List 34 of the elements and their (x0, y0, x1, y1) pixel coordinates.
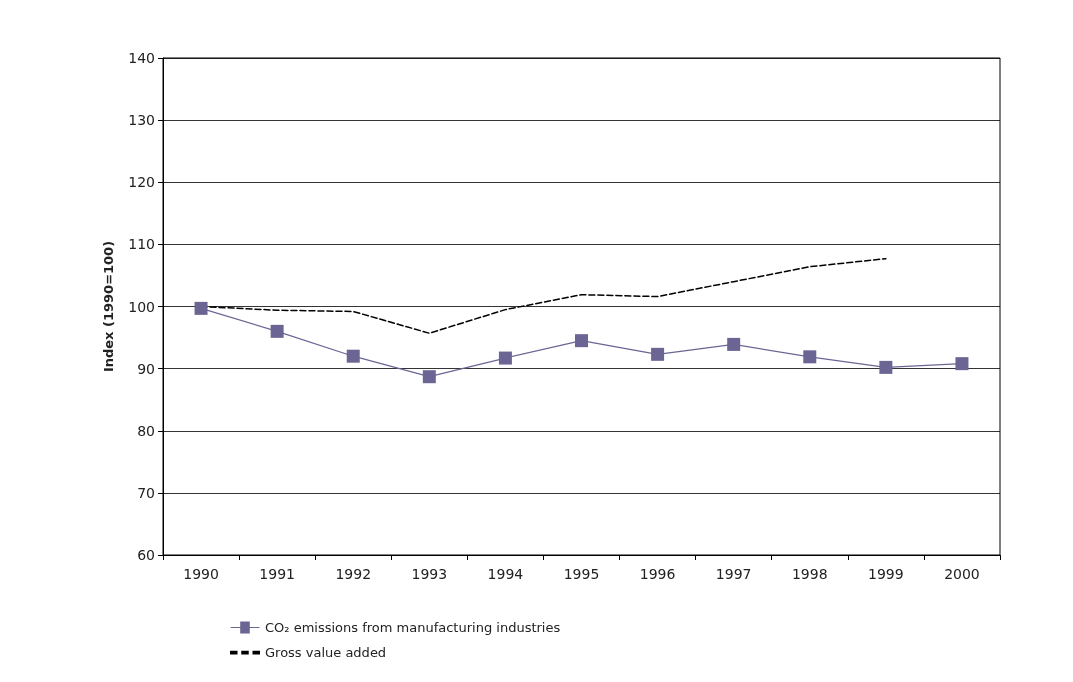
point (422, 370, 436, 384)
legend-label: Gross value added (265, 645, 387, 660)
point (194, 301, 208, 315)
y-tick-label: 130 (128, 112, 155, 129)
point (575, 334, 588, 348)
y-axis-title: Index (1990=100) (101, 240, 116, 373)
x-tick-label: 1996 (639, 566, 676, 582)
point (270, 324, 284, 338)
x-tick-label: 1998 (791, 566, 828, 582)
x-tick-label: 1995 (563, 566, 600, 582)
x-tick-label: 1993 (411, 566, 448, 582)
x-tick-label: 1991 (259, 566, 295, 582)
point (879, 360, 893, 374)
x-tick-label: 1994 (487, 566, 524, 582)
x-tick-label: 2000 (944, 566, 980, 582)
y-tick-label: 70 (137, 484, 155, 501)
y-tick-label: 90 (137, 360, 155, 377)
point (651, 347, 665, 361)
x-tick-label: 1992 (335, 566, 372, 582)
y-tick-label: 120 (128, 174, 155, 191)
legend-label: CO₂ emissions from manufacturing industries (265, 620, 561, 635)
y-tick-label: 140 (128, 50, 155, 66)
y-tick-label: 60 (137, 547, 155, 563)
point (346, 349, 360, 363)
point (955, 357, 969, 371)
point (727, 337, 741, 351)
x-tick-label: 1999 (868, 566, 904, 582)
y-tick-label: 100 (128, 298, 155, 315)
x-tick-label: 1990 (183, 566, 219, 582)
point (803, 350, 817, 364)
y-tick-label: 110 (128, 236, 155, 253)
x-tick-label: 1997 (715, 566, 752, 582)
point (498, 351, 512, 365)
y-tick-label: 80 (137, 422, 155, 439)
